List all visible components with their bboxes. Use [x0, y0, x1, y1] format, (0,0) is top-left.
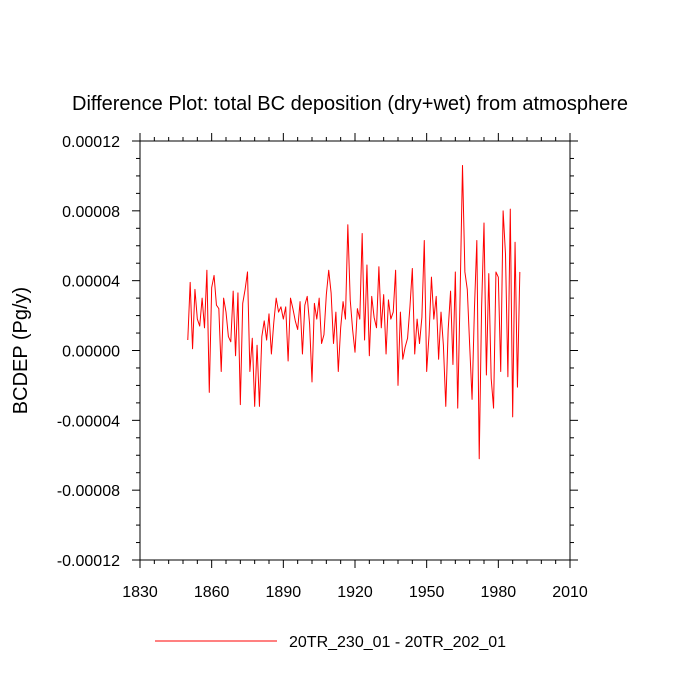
y-tick-label: -0.00008: [57, 483, 120, 500]
y-tick-label: -0.00004: [57, 413, 120, 430]
x-tick-label: 1980: [481, 584, 517, 601]
x-tick-label: 1860: [194, 584, 230, 601]
x-tick-label: 1920: [337, 584, 373, 601]
plot-area: 1830 1860 1890 1920 1950 1980 2010 -0.00012-0.…: [57, 133, 588, 601]
x-tick-label: 1890: [266, 584, 302, 601]
y-tick-label: 0.00012: [62, 134, 120, 151]
legend: 20TR_230_01 - 20TR_202_01: [155, 634, 506, 651]
x-tick-label: 2010: [552, 584, 588, 601]
legend-label: 20TR_230_01 - 20TR_202_01: [289, 634, 506, 651]
y-tick-label: 0.00000: [62, 344, 120, 361]
y-tick-label: 0.00004: [62, 274, 120, 291]
y-axis: -0.00012 -0.00008 -0.00004 0.00000 0.00004 0.…: [57, 134, 578, 570]
x-axis: 1830 1860 1890 1920 1950 1980 2010: [122, 133, 588, 601]
x-tick-label: 1950: [409, 584, 445, 601]
minor-ticks: [136, 137, 574, 564]
y-tick-label: -0.00012: [57, 553, 120, 570]
series-line: [187, 164, 521, 460]
y-axis-label: BCDEP (Pg/y): [10, 287, 32, 414]
x-tick-label: 1830: [122, 584, 158, 601]
y-tick-label: 0.00008: [62, 204, 120, 221]
chart-title: Difference Plot: total BC deposition (dr…: [72, 93, 628, 115]
